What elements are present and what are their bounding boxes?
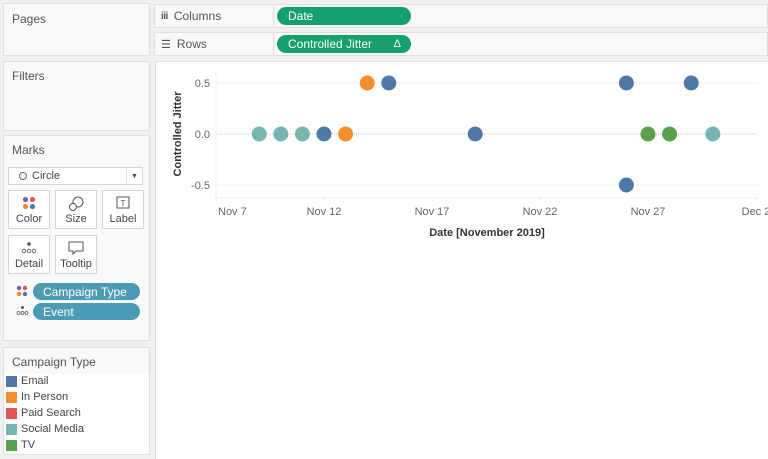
detail-label: Detail [14, 258, 44, 270]
data-point[interactable] [316, 126, 332, 142]
size-button[interactable]: Size [55, 190, 97, 229]
swatch [6, 423, 17, 435]
size-icon [69, 196, 84, 211]
legend-label: Email [21, 375, 49, 387]
mark-type-value: Circle [32, 170, 61, 182]
columns-icon: iii [161, 10, 168, 22]
x-tick-label: Nov 7 [218, 206, 247, 218]
circle-icon [19, 172, 27, 180]
chevron-down-icon: ▼ [126, 168, 142, 184]
swatch [6, 407, 17, 419]
pages-title: Pages [12, 12, 47, 26]
controlled-jitter-pill-label: Controlled Jitter [288, 37, 373, 51]
data-point[interactable] [294, 126, 310, 142]
x-tick-label: Dec 2 [742, 206, 768, 218]
scatter-chart[interactable]: 0.5 0.0 -0.5 Nov 7 Nov 12 Nov 17 Nov 22 Nov 27 D… [156, 62, 768, 459]
size-label: Size [65, 213, 87, 225]
label-label: Label [109, 213, 137, 225]
filters-card[interactable]: Filters [3, 61, 150, 131]
rows-icon: ☰ [161, 38, 171, 51]
tooltip-icon [68, 241, 84, 255]
pages-card[interactable]: Pages [3, 3, 150, 56]
legend-label: TV [21, 439, 36, 451]
legend-item-tv[interactable]: TV [6, 439, 35, 451]
swatch [6, 439, 17, 451]
chart-view[interactable]: 0.5 0.0 -0.5 Nov 7 Nov 12 Nov 17 Nov 22 Nov 27 D… [155, 61, 768, 459]
legend-item-paid-search[interactable]: Paid Search [6, 407, 81, 419]
controlled-jitter-pill[interactable]: Controlled Jitter Δ [277, 35, 411, 53]
campaign-type-pill-label: Campaign Type [43, 284, 127, 299]
data-point[interactable] [273, 126, 289, 142]
color-button[interactable]: Color [8, 190, 50, 229]
x-tick-label: Nov 17 [415, 206, 450, 218]
x-tick-label: Nov 27 [631, 206, 666, 218]
rows-shelf-label: ☰ Rows [154, 32, 274, 56]
legend-item-social-media[interactable]: Social Media [6, 423, 84, 435]
x-axis-title[interactable]: Date [November 2019] [429, 227, 545, 239]
filters-title: Filters [12, 69, 45, 83]
data-point[interactable] [251, 126, 267, 142]
color-encoding-icon [16, 285, 28, 297]
tooltip-label: Tooltip [60, 258, 92, 270]
legend-item-in-person[interactable]: In Person [6, 391, 68, 403]
detail-encoding-icon [16, 306, 29, 315]
y-tick-label: 0.5 [195, 78, 210, 90]
legend-title[interactable]: Campaign Type [12, 355, 96, 369]
legend-label: In Person [21, 391, 69, 403]
mark-type-dropdown[interactable]: Circle ▼ [8, 167, 143, 185]
data-point[interactable] [683, 75, 699, 91]
y-axis-title[interactable]: Controlled Jitter [172, 91, 184, 177]
swatch [6, 391, 17, 403]
campaign-type-pill[interactable]: Campaign Type [33, 283, 140, 300]
event-pill[interactable]: Event [33, 303, 140, 320]
data-point[interactable] [359, 75, 375, 91]
data-point[interactable] [467, 126, 483, 142]
date-pill-label: Date [288, 9, 314, 23]
x-tick-label: Nov 12 [307, 206, 342, 218]
color-legend-card: Campaign Type [3, 347, 150, 455]
marks-title: Marks [12, 143, 45, 157]
y-tick-label: 0.0 [195, 129, 210, 141]
legend-header [4, 348, 149, 374]
data-point[interactable] [338, 126, 354, 142]
legend-label: Social Media [21, 423, 84, 435]
legend-label: Paid Search [21, 407, 81, 419]
text-label-icon: T [116, 196, 130, 209]
x-tick-label: Nov 22 [523, 206, 558, 218]
data-point[interactable] [705, 126, 721, 142]
columns-shelf-label: iii Columns [154, 4, 274, 28]
data-point[interactable] [640, 126, 656, 142]
swatch [6, 375, 17, 387]
detail-icon [21, 242, 37, 254]
svg-text:T: T [121, 199, 126, 208]
y-tick-label: -0.5 [191, 180, 210, 192]
data-point[interactable] [381, 75, 397, 91]
color-label: Color [15, 213, 43, 225]
data-point[interactable] [618, 75, 634, 91]
data-point[interactable] [618, 177, 634, 193]
data-point[interactable] [662, 126, 678, 142]
tooltip-button[interactable]: Tooltip [55, 235, 97, 274]
columns-label: Columns [173, 9, 222, 23]
date-pill[interactable]: Date [277, 7, 411, 25]
calculation-delta-icon: Δ [393, 38, 401, 50]
rows-label: Rows [176, 37, 207, 51]
detail-button[interactable]: Detail [8, 235, 50, 274]
label-button[interactable]: T Label [102, 190, 144, 229]
legend-item-email[interactable]: Email [6, 375, 49, 387]
color-icon [22, 196, 36, 210]
event-pill-label: Event [43, 304, 74, 319]
